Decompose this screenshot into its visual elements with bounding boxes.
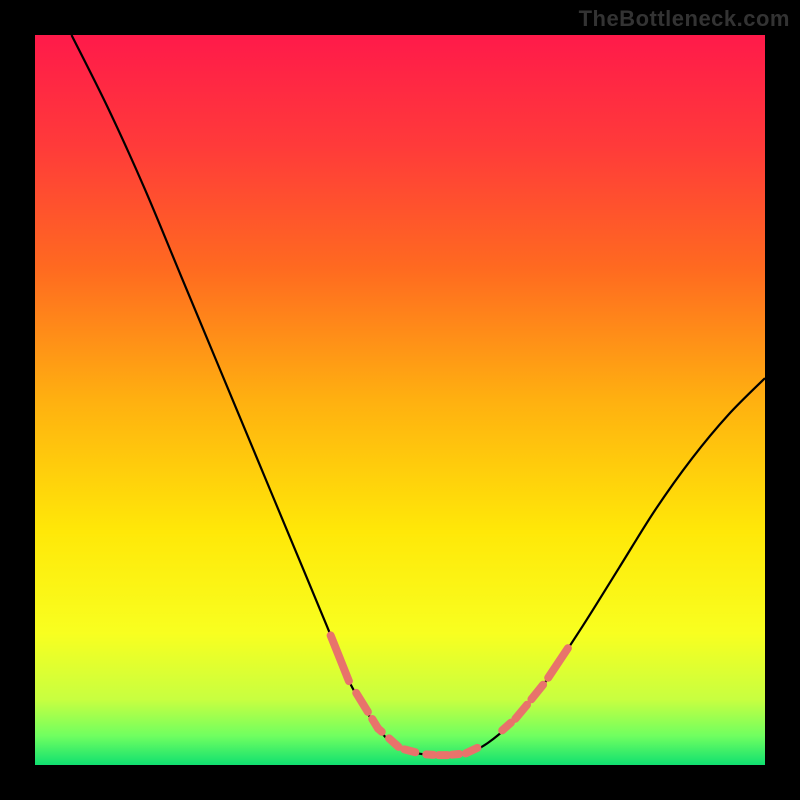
highlight-dash (452, 754, 459, 755)
highlight-dash (378, 729, 382, 732)
chart-container: TheBottleneck.com (0, 0, 800, 800)
highlight-dash (466, 748, 478, 753)
chart-svg (35, 35, 765, 765)
highlight-dash (404, 749, 415, 752)
plot-area (35, 35, 765, 765)
chart-background (35, 35, 765, 765)
watermark-text: TheBottleneck.com (579, 6, 790, 32)
